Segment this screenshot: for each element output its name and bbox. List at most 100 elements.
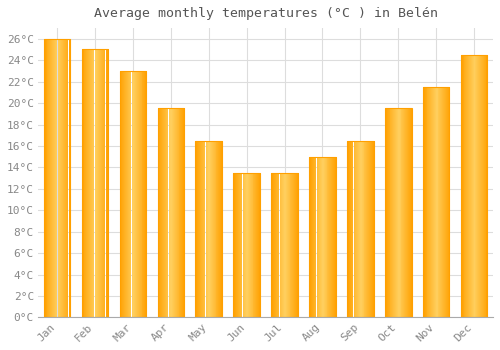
Bar — [180, 108, 182, 317]
Bar — [129, 71, 130, 317]
Bar — [96, 49, 97, 317]
Bar — [66, 39, 68, 317]
Bar — [86, 49, 87, 317]
Bar — [335, 157, 336, 317]
Bar — [53, 39, 54, 317]
Bar — [468, 55, 469, 317]
Bar — [173, 108, 174, 317]
Bar — [88, 49, 89, 317]
Bar — [406, 108, 407, 317]
Bar — [334, 157, 335, 317]
Bar — [137, 71, 138, 317]
Bar — [482, 55, 483, 317]
Bar — [196, 141, 197, 317]
Bar — [318, 157, 319, 317]
Bar — [82, 49, 84, 317]
Bar — [481, 55, 482, 317]
Bar — [442, 87, 443, 317]
Bar — [175, 108, 176, 317]
Bar — [479, 55, 480, 317]
Bar — [402, 108, 404, 317]
Bar — [99, 49, 100, 317]
Bar — [446, 87, 448, 317]
Bar — [438, 87, 440, 317]
Bar — [467, 55, 468, 317]
Bar — [349, 141, 350, 317]
Bar — [310, 157, 311, 317]
Bar — [390, 108, 392, 317]
Bar — [360, 141, 361, 317]
Bar — [275, 173, 276, 317]
Bar — [120, 71, 122, 317]
Bar — [87, 49, 88, 317]
Bar — [474, 55, 476, 317]
Bar — [218, 141, 219, 317]
Bar — [313, 157, 314, 317]
Bar — [254, 173, 256, 317]
Bar — [478, 55, 479, 317]
Bar — [286, 173, 287, 317]
Bar — [434, 87, 435, 317]
Bar — [312, 157, 313, 317]
Bar — [359, 141, 360, 317]
Bar — [423, 87, 424, 317]
Bar — [351, 141, 352, 317]
Bar — [259, 173, 260, 317]
Bar — [184, 108, 185, 317]
Bar — [284, 173, 285, 317]
Bar — [250, 173, 252, 317]
Bar — [330, 157, 331, 317]
Bar — [198, 141, 199, 317]
Bar — [135, 71, 136, 317]
Bar — [210, 141, 211, 317]
Bar — [84, 49, 86, 317]
Bar — [347, 141, 348, 317]
Bar — [51, 39, 52, 317]
Bar — [170, 108, 171, 317]
Bar — [393, 108, 394, 317]
Bar — [387, 108, 388, 317]
Bar — [234, 173, 260, 317]
Bar — [158, 108, 160, 317]
Bar — [134, 71, 135, 317]
Bar — [82, 49, 108, 317]
Bar — [293, 173, 294, 317]
Bar — [132, 71, 134, 317]
Bar — [213, 141, 214, 317]
Bar — [182, 108, 183, 317]
Bar — [138, 71, 139, 317]
Bar — [240, 173, 242, 317]
Bar — [386, 108, 387, 317]
Bar — [124, 71, 125, 317]
Bar — [288, 173, 290, 317]
Bar — [280, 173, 281, 317]
Bar — [145, 71, 146, 317]
Bar — [247, 173, 248, 317]
Bar — [136, 71, 137, 317]
Bar — [221, 141, 222, 317]
Bar — [92, 49, 94, 317]
Bar — [322, 157, 323, 317]
Bar — [432, 87, 433, 317]
Bar — [56, 39, 58, 317]
Bar — [398, 108, 400, 317]
Bar — [295, 173, 296, 317]
Bar — [209, 141, 210, 317]
Bar — [248, 173, 249, 317]
Bar — [466, 55, 467, 317]
Bar — [394, 108, 395, 317]
Bar — [328, 157, 330, 317]
Bar — [400, 108, 402, 317]
Bar — [461, 55, 487, 317]
Bar — [161, 108, 162, 317]
Bar — [408, 108, 409, 317]
Bar — [222, 141, 223, 317]
Bar — [441, 87, 442, 317]
Bar — [448, 87, 450, 317]
Bar — [125, 71, 126, 317]
Bar — [367, 141, 368, 317]
Bar — [44, 39, 46, 317]
Bar — [433, 87, 434, 317]
Bar — [65, 39, 66, 317]
Bar — [480, 55, 481, 317]
